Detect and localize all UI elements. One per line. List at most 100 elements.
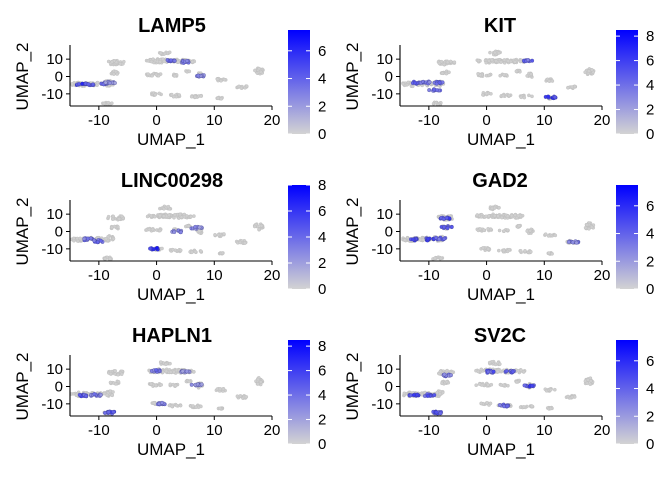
background-cell: [167, 213, 171, 218]
expressing-cell: [445, 226, 450, 231]
expressing-cell: [84, 394, 88, 399]
expression-hotspot: [566, 239, 581, 245]
y-axis-title: UMAP_2: [343, 197, 362, 265]
background-cell: [522, 95, 527, 100]
background-cell: [487, 59, 491, 63]
background-cell: [113, 369, 117, 373]
expressing-cell: [411, 393, 416, 398]
y-tick-label: 10: [46, 361, 63, 378]
background-cell: [501, 248, 506, 253]
colorbar: [288, 30, 310, 134]
panel-title: GAD2: [472, 170, 528, 192]
background-cell: [452, 60, 457, 65]
y-tick-label: -10: [371, 241, 393, 258]
background-cell: [244, 395, 249, 399]
background-cell: [496, 214, 500, 218]
expressing-cell: [76, 82, 81, 87]
background-cell: [190, 60, 195, 64]
colorbar-tick-label: 6: [318, 363, 326, 380]
colorbar-tick-label: 2: [318, 412, 326, 429]
x-axis-title: UMAP_1: [467, 440, 535, 459]
background-cell: [505, 214, 510, 218]
expressing-cell: [184, 58, 189, 63]
background-cell: [95, 80, 100, 85]
colorbar-tick-label: 2: [318, 98, 326, 115]
background-cell: [153, 92, 157, 97]
background-cell: [167, 403, 172, 408]
background-cell: [111, 236, 116, 241]
background-cell: [530, 404, 534, 409]
colorbar-tick-label: 8: [318, 177, 326, 194]
background-cell: [156, 73, 161, 78]
y-tick-label: 10: [376, 51, 393, 68]
colorbar-tick-label: 4: [318, 71, 326, 88]
background-cell: [157, 91, 162, 96]
background-cell: [478, 227, 483, 231]
colorbar-tick-label: 0: [318, 126, 326, 143]
expressing-cell: [86, 82, 91, 87]
background-cell: [590, 68, 594, 72]
expressing-cell: [546, 94, 551, 99]
expression-hotspot: [195, 73, 206, 79]
expressing-cell: [148, 246, 153, 251]
background-cell: [517, 223, 521, 228]
colorbar-tick-label: 6: [646, 53, 654, 70]
background-cell: [108, 371, 113, 376]
y-tick-label: 10: [46, 51, 63, 68]
background-cell: [543, 232, 548, 236]
x-tick-label: 10: [536, 267, 553, 284]
expression-hotspot: [441, 372, 453, 379]
expressing-cell: [510, 369, 515, 374]
colorbar-tick-label: 8: [646, 28, 654, 45]
colorbar-tick-label: 2: [318, 255, 326, 272]
expressing-cell: [437, 237, 442, 242]
background-cell: [110, 101, 114, 105]
expressing-cell: [434, 410, 439, 415]
background-cell: [444, 71, 449, 76]
background-cell: [529, 249, 533, 254]
background-cell: [548, 406, 553, 411]
background-cell: [519, 368, 523, 373]
expressing-cell: [184, 369, 189, 374]
x-tick-label: 0: [152, 112, 160, 129]
expressing-cell: [411, 237, 416, 242]
background-cell: [485, 400, 489, 405]
background-cell: [187, 379, 192, 384]
expressing-cell: [103, 80, 108, 85]
x-tick-label: -10: [88, 112, 110, 129]
background-cell: [501, 93, 506, 98]
background-cell: [105, 393, 109, 398]
y-tick-label: 10: [376, 206, 393, 223]
expression-hotspot: [83, 81, 96, 88]
background-cell: [438, 391, 442, 396]
background-cell: [475, 213, 480, 217]
background-cell: [583, 70, 588, 74]
background-cell: [573, 84, 577, 89]
background-cell: [445, 60, 450, 65]
y-tick-label: 0: [385, 379, 393, 396]
background-cell: [477, 382, 482, 386]
expressing-cell: [98, 238, 103, 243]
background-cell: [547, 251, 551, 255]
y-axis-title: UMAP_2: [13, 352, 32, 420]
expressing-cell: [413, 80, 418, 85]
background-cell: [585, 222, 589, 227]
background-cell: [488, 50, 492, 55]
x-tick-label: 20: [264, 112, 281, 129]
background-cell: [116, 372, 120, 377]
x-tick-label: 0: [482, 267, 490, 284]
background-cell: [194, 405, 198, 410]
background-cell: [112, 224, 117, 229]
background-cell: [402, 391, 407, 396]
background-cell: [106, 214, 111, 219]
background-cell: [108, 389, 113, 394]
background-cells: [401, 204, 596, 261]
expressing-cell: [92, 392, 97, 397]
colorbar-scale: 0 2 4 6 8: [616, 28, 654, 143]
background-cell: [256, 377, 260, 382]
colorbar: [616, 185, 638, 289]
expressing-cell: [553, 95, 557, 100]
